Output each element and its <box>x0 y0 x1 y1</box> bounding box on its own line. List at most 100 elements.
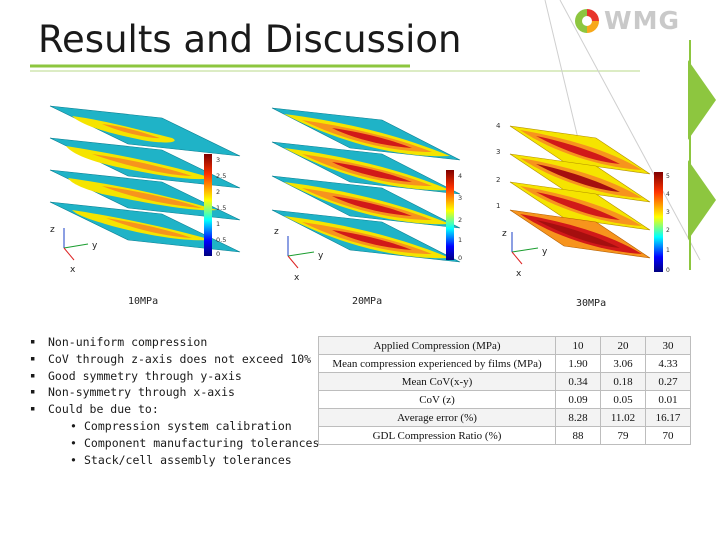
table-row: GDL Compression Ratio (%) 88 79 70 <box>318 426 691 445</box>
layer-plate <box>49 105 241 157</box>
colorbar-tick: 4 <box>458 172 462 180</box>
cell-value: 8.28 <box>555 408 601 427</box>
layer-plate <box>271 141 461 195</box>
layer-plate <box>271 107 461 161</box>
layer-plate <box>49 169 241 221</box>
axis-triad: z y x <box>502 229 548 279</box>
cell-value: 0.27 <box>645 372 691 391</box>
layer-plate <box>509 153 651 203</box>
cell-value: 0.34 <box>555 372 601 391</box>
layer-tick: 4 <box>496 122 501 130</box>
colorbar-tick: 3 <box>216 156 220 164</box>
list-item: CoV through z-axis does not exceed 10% <box>30 351 320 368</box>
cell-value: 1.90 <box>555 354 601 373</box>
colorbar-tick: 1 <box>216 220 220 228</box>
wmg-logo: WMG <box>572 6 712 36</box>
colorbar-tick: 1 <box>458 236 462 244</box>
layer-plate <box>509 125 651 175</box>
axis-label-y: y <box>92 241 98 251</box>
cell-value: 20 <box>600 336 646 355</box>
figure-caption-30mpa: 30MPa <box>576 298 607 309</box>
colorbar <box>654 172 663 272</box>
layer-plate <box>49 137 241 189</box>
cell-value: 4.33 <box>645 354 691 373</box>
colorbar-tick: 0 <box>458 254 462 262</box>
table-row: Applied Compression (MPa) 10 20 30 <box>318 336 691 355</box>
row-label: Mean compression experienced by films (M… <box>318 354 556 373</box>
axis-label-x: x <box>70 265 76 275</box>
cell-value: 10 <box>555 336 601 355</box>
list-item: Non-symmetry through x-axis <box>30 384 320 401</box>
layer-tick: 2 <box>496 176 500 184</box>
colorbar <box>446 170 454 260</box>
layer-tick: 1 <box>496 202 500 210</box>
axis-label-y: y <box>542 247 548 257</box>
colorbar-tick: 4 <box>666 191 670 198</box>
cell-value: 11.02 <box>600 408 646 427</box>
sub-list: Compression system calibration Component… <box>48 418 320 468</box>
list-item-text: Non-uniform compression <box>48 335 208 349</box>
cell-value: 0.09 <box>555 390 601 409</box>
axis-label-z: z <box>274 227 279 237</box>
axis-triad: z y x <box>274 227 324 283</box>
findings-list: Non-uniform compression CoV through z-ax… <box>30 334 320 468</box>
table-row: CoV (z) 0.09 0.05 0.01 <box>318 390 691 409</box>
contour-plot-30mpa: 4 3 2 1 z y <box>496 122 670 279</box>
list-item: Good symmetry through y-axis <box>30 368 320 385</box>
layer-tick: 3 <box>496 148 500 156</box>
row-label: Mean CoV(x-y) <box>318 372 556 391</box>
list-item: Could be due to: Compression system cali… <box>30 401 320 468</box>
sub-list-item: Stack/cell assembly tolerances <box>48 452 320 469</box>
layer-plate <box>509 181 651 231</box>
table-row: Average error (%) 8.28 11.02 16.17 <box>318 408 691 427</box>
cell-value: 0.18 <box>600 372 646 391</box>
axis-label-x: x <box>516 269 522 279</box>
cell-value: 0.05 <box>600 390 646 409</box>
layer-ticks: 4 3 2 1 <box>496 122 501 210</box>
list-item-text: Good symmetry through y-axis <box>48 368 242 383</box>
figure-caption-20mpa: 20MPa <box>352 296 383 307</box>
list-item: Non-uniform compression <box>30 334 320 351</box>
cell-value: 88 <box>555 426 601 445</box>
list-item-text: CoV through z-axis does not exceed 10% <box>48 351 312 366</box>
axis-label-z: z <box>502 229 507 239</box>
list-item-text: Could be due to: <box>48 402 159 417</box>
axis-triad: z y x <box>50 225 98 275</box>
cell-value: 70 <box>645 426 691 445</box>
colorbar-tick: 2.5 <box>216 172 226 180</box>
layer-plate <box>271 209 461 263</box>
layer-plate <box>271 175 461 229</box>
axis-label-z: z <box>50 225 55 235</box>
colorbar-ticks: 5 4 3 2 1 0 <box>666 173 670 274</box>
colorbar-ticks: 3 2.5 2 1.5 1 0.5 0 <box>216 156 226 258</box>
table-row: Mean CoV(x-y) 0.34 0.18 0.27 <box>318 372 691 391</box>
colorbar-tick: 1 <box>666 247 670 254</box>
colorbar-tick: 0 <box>666 267 670 274</box>
cell-value: 30 <box>645 336 691 355</box>
contour-plot-10mpa: z y x 3 2.5 2 1.5 1 0.5 0 <box>49 105 241 275</box>
cell-value: 79 <box>600 426 646 445</box>
layer-plate <box>49 201 241 253</box>
logo-mark-icon <box>575 9 599 33</box>
list-item-text: Non-symmetry through x-axis <box>48 385 235 400</box>
colorbar-tick: 2 <box>216 188 220 196</box>
slide-title: Results and Discussion <box>38 18 462 61</box>
figure-caption-10mpa: 10MPa <box>128 296 159 307</box>
cell-value: 16.17 <box>645 408 691 427</box>
sub-list-item: Component manufacturing tolerances <box>48 435 320 452</box>
axis-label-y: y <box>318 251 324 261</box>
sub-list-item: Compression system calibration <box>48 418 320 435</box>
colorbar-tick: 0 <box>216 250 220 258</box>
axis-label-x: x <box>294 273 300 283</box>
logo-text: WMG <box>604 6 680 35</box>
row-label: GDL Compression Ratio (%) <box>318 426 556 445</box>
colorbar-ticks: 4 3 2 1 0 <box>458 172 462 262</box>
colorbar-tick: 1.5 <box>216 204 226 212</box>
row-label: Average error (%) <box>318 408 556 427</box>
table-row: Mean compression experienced by films (M… <box>318 354 691 373</box>
row-label: Applied Compression (MPa) <box>318 336 556 355</box>
colorbar <box>204 154 212 256</box>
row-label: CoV (z) <box>318 390 556 409</box>
